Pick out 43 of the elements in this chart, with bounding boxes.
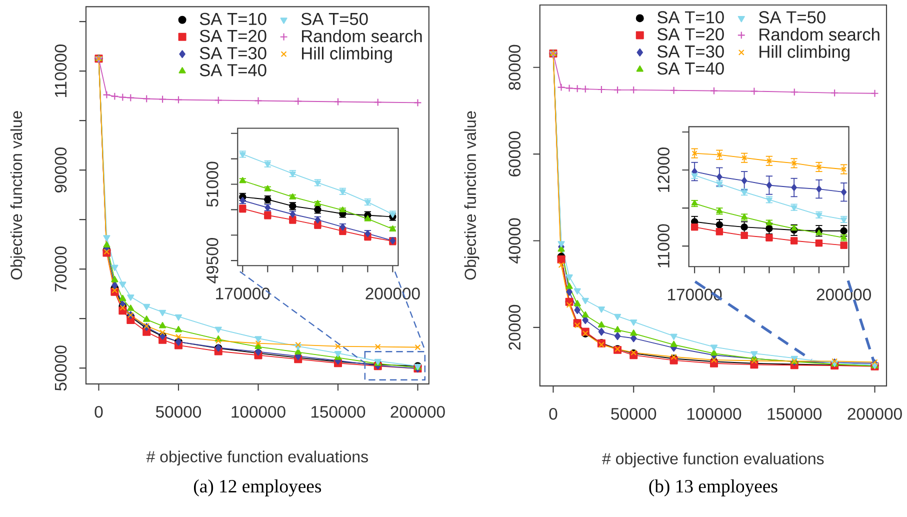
x-axis-title: # objective function evaluations [146,450,368,466]
y-axis-title: Objective function value [10,111,26,280]
legend-label: SA T=50 [301,12,368,26]
x-axis-title: # objective function evaluations [602,452,824,468]
y-tick-label: 11000 [658,224,670,268]
y-tick-label: 90000 [54,148,67,193]
x-tick-label: 150000 [311,406,366,418]
legend-label: SA T=40 [200,64,266,76]
legend-label: Random search [302,30,422,42]
legend-label: Random search [760,28,880,41]
y-tick-label: 70000 [54,246,67,292]
x-tick-label: 100000 [687,408,742,420]
x-tick-label: 100000 [232,406,286,418]
x-tick-label: 200000 [816,288,871,301]
y-tick-label: 60000 [508,132,521,176]
legend-label: SA T=30 [657,45,724,58]
legend-label: SA T=50 [758,11,826,24]
text: (b) 13 employees [649,479,778,496]
y-tick-label: 49500 [206,238,218,284]
legend-label: Hill climbing [760,45,850,62]
y-tick-label: 110000 [54,44,67,98]
x-tick-label: 0 [549,408,558,420]
x-tick-label: 50000 [611,408,656,420]
x-tick-label: 150000 [768,408,822,420]
legend-label: SA T=20 [657,28,724,40]
y-tick-label: 51000 [206,162,218,207]
legend-label: SA T=10 [200,12,266,26]
legend-label: SA T=30 [200,47,266,60]
text: (a) 12 employees [194,479,322,496]
y-tick-label: 40000 [508,218,521,264]
x-tick-label: 0 [94,406,103,418]
x-tick-label: 50000 [156,406,201,418]
legend-label: SA T=10 [657,11,724,24]
y-tick-label: 12000 [658,148,670,192]
x-tick-label: 170000 [216,288,270,300]
x-tick-label: 200000 [390,406,445,418]
y-tick-label: 20000 [508,304,521,350]
x-tick-label: 200000 [848,408,902,420]
y-axis-title: Objective function value [464,111,480,280]
y-tick-label: 80000 [508,44,521,90]
legend-label: Hill climbing [302,46,392,64]
legend-label: SA T=20 [200,30,266,42]
legend-label: SA T=40 [657,62,724,75]
